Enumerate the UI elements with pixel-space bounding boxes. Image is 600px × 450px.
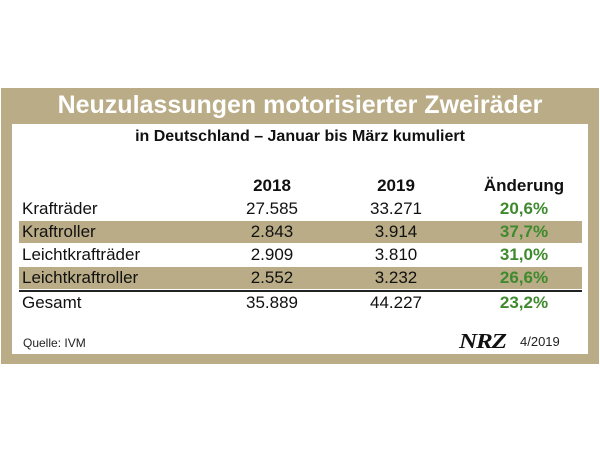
column-header-change: Änderung bbox=[483, 176, 565, 195]
infographic-title: Neuzulassungen motorisierter Zweiräder bbox=[57, 91, 543, 119]
table-row: Leichtkraftroller 2.552 3.232 26,6% bbox=[19, 267, 582, 289]
column-header-2019: 2019 bbox=[377, 176, 415, 195]
table-row: Krafträder 27.585 33.271 20,6% bbox=[19, 198, 582, 220]
value-2019: 33.271 bbox=[370, 199, 422, 218]
row-label: Kraftroller bbox=[22, 222, 96, 241]
table-row: Kraftroller 2.843 3.914 37,7% bbox=[19, 221, 582, 243]
row-label: Gesamt bbox=[22, 293, 82, 312]
column-header-2018: 2018 bbox=[253, 176, 291, 195]
table-panel: in Deutschland – Januar bis März kumulie… bbox=[12, 124, 588, 354]
value-2018: 2.843 bbox=[250, 222, 294, 241]
value-change: 31,0% bbox=[499, 245, 549, 264]
nrz-logo: NRZ bbox=[459, 329, 507, 353]
value-change: 37,7% bbox=[499, 222, 549, 241]
total-divider bbox=[19, 290, 582, 292]
value-2018: 2.909 bbox=[250, 245, 294, 264]
value-2019: 44.227 bbox=[370, 293, 422, 312]
subtitle: in Deutschland – Januar bis März kumulie… bbox=[135, 128, 465, 145]
value-2018: 2.552 bbox=[250, 268, 294, 287]
infographic-frame: Neuzulassungen motorisierter Zweiräder i… bbox=[1, 88, 599, 364]
value-2019: 3.810 bbox=[374, 245, 418, 264]
value-change: 20,6% bbox=[499, 199, 549, 218]
value-change: 23,2% bbox=[499, 293, 549, 312]
value-2019: 3.914 bbox=[374, 222, 418, 241]
source-note: Quelle: IVM bbox=[23, 336, 86, 350]
row-label: Leichtkraftroller bbox=[22, 268, 139, 287]
value-2018: 27.585 bbox=[246, 199, 298, 218]
value-2018: 35.889 bbox=[246, 293, 298, 312]
publication-date: 4/2019 bbox=[520, 334, 560, 349]
table-row: Leichtkrafträder 2.909 3.810 31,0% bbox=[19, 244, 582, 266]
value-change: 26,6% bbox=[499, 268, 549, 287]
value-2019: 3.232 bbox=[374, 268, 418, 287]
table-row-total: Gesamt 35.889 44.227 23,2% bbox=[19, 292, 582, 314]
row-label: Leichtkrafträder bbox=[22, 245, 141, 264]
row-label: Krafträder bbox=[22, 199, 98, 218]
